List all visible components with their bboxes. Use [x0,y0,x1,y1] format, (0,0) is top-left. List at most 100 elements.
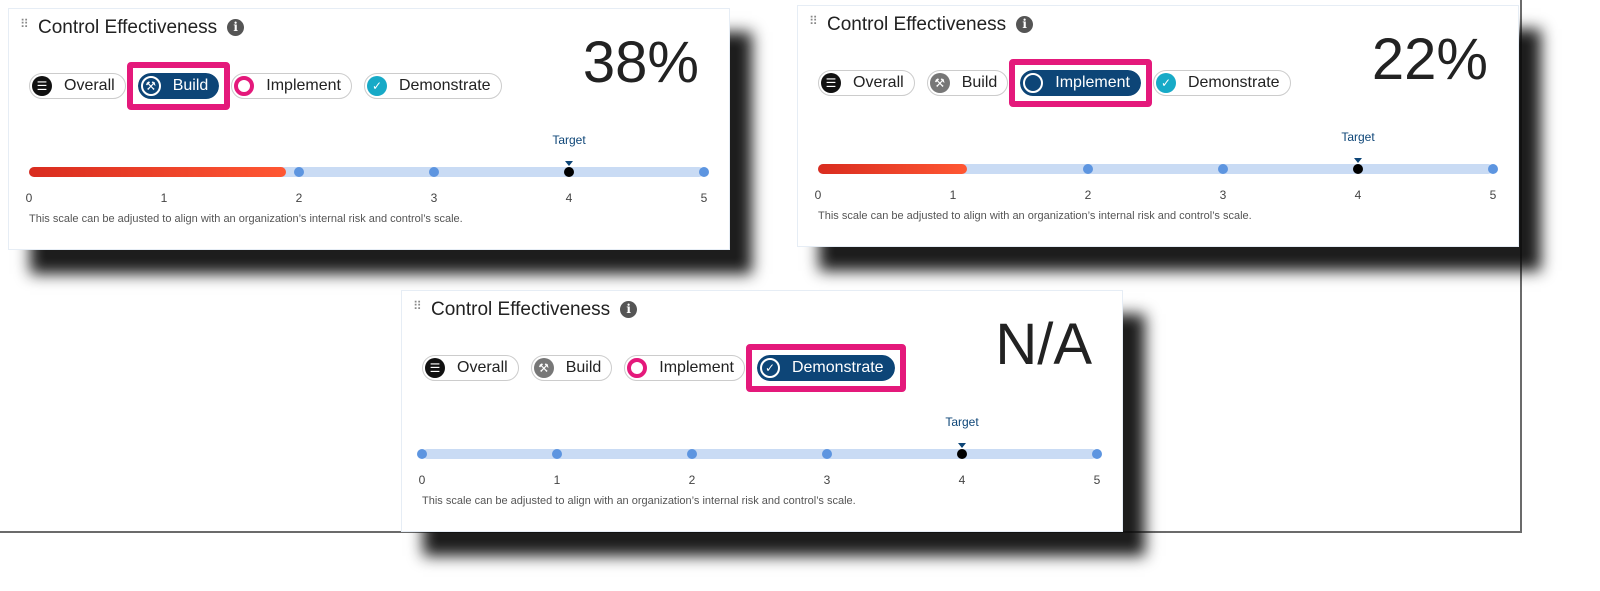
phase-chips: ☰ Overall ⚒ Build Implement ✓ Demonstrat… [422,344,906,392]
chip-overall[interactable]: ☰ Overall [422,355,519,381]
scale-track [417,443,1102,459]
card-title: Control Effectiveness i [431,299,638,321]
chip-label: Overall [457,359,508,376]
check-circle-icon: ✓ [366,76,387,96]
phase-chips: ☰ Overall ⚒ Build Implement ✓ Demonstrat… [29,62,502,110]
drag-handle-icon[interactable]: ⠿ [809,14,818,28]
card-title: Control Effectiveness i [38,17,245,39]
target-arrow-icon [958,443,966,448]
tick-label: 1 [553,473,561,487]
check-circle-icon: ✓ [759,358,780,378]
gear-icon [234,76,255,96]
tick-label: 3 [430,191,438,205]
chip-label: Implement [659,359,734,376]
chip-build[interactable]: ⚒ Build [926,70,1009,96]
control-effectiveness-card: ⠿ Control Effectiveness i 22% ☰ Overall ⚒… [797,5,1519,247]
drag-handle-icon[interactable]: ⠿ [20,17,29,31]
effectiveness-value: 22% [1371,27,1488,92]
chip-demonstrate[interactable]: ✓ Demonstrate [363,73,502,99]
chip-label: Overall [853,74,904,91]
chip-label: Implement [1055,74,1130,91]
scale-dot [294,167,304,177]
wrench-icon: ⚒ [929,73,950,93]
target-arrow-icon [565,161,573,166]
chip-demonstrate[interactable]: ✓ Demonstrate [1152,70,1291,96]
effectiveness-value: 38% [582,30,699,95]
chip-build[interactable]: ⚒ Build [530,355,613,381]
drag-handle-icon[interactable]: ⠿ [413,299,422,313]
scale-dot [429,167,439,177]
scale-note: This scale can be adjusted to align with… [29,213,463,225]
scale-dot [417,449,427,459]
tick-label: 2 [688,473,696,487]
target-marker [957,449,967,459]
overall-icon: ☰ [821,73,841,93]
chip-label: Build [565,359,602,376]
tick-label: 5 [1093,473,1101,487]
scale-dot [699,167,709,177]
phase-chips: ☰ Overall ⚒ Build Implement ✓ Demonstrat… [818,59,1291,107]
chip-label: Implement [266,77,341,94]
control-effectiveness-card: ⠿ Control Effectiveness i N/A ☰ Overall ⚒… [401,290,1123,532]
tick-label: 4 [565,191,573,205]
chip-label: Overall [64,77,115,94]
tick-label: 2 [295,191,303,205]
info-icon[interactable]: i [227,19,245,36]
scale-track [29,161,709,177]
tick-label: 0 [814,188,822,202]
wrench-icon: ⚒ [140,76,161,96]
target-arrow-icon [1354,158,1362,163]
scale-dot [1083,164,1093,174]
scale-dot [552,449,562,459]
scale-track [818,158,1498,174]
info-icon[interactable]: i [620,301,638,318]
chip-label: Demonstrate [1187,74,1280,91]
effectiveness-value: N/A [995,312,1092,377]
chip-implement[interactable]: Implement [231,73,352,99]
tick-label: 1 [160,191,168,205]
check-circle-icon: ✓ [1155,73,1176,93]
target-label: Target [945,415,979,429]
tick-label: 3 [1219,188,1227,202]
target-label: Target [552,133,586,147]
tick-label: 0 [418,473,426,487]
chip-overall[interactable]: ☰ Overall [818,70,915,96]
tick-label: 3 [823,473,831,487]
target-marker [1353,164,1363,174]
chip-build[interactable]: ⚒ Build [126,62,230,110]
target-label: Target [1341,130,1375,144]
tick-label: 1 [949,188,957,202]
tick-label: 4 [958,473,966,487]
tick-label: 5 [1489,188,1497,202]
scale-dot [687,449,697,459]
chip-implement[interactable]: Implement [624,355,745,381]
progress-fill [818,164,967,174]
scale-note: This scale can be adjusted to align with… [422,495,856,507]
card-title: Control Effectiveness i [827,14,1034,36]
scale-dot [1218,164,1228,174]
chip-label: Build [172,77,209,94]
scale-dot [822,449,832,459]
chip-implement[interactable]: Implement [1009,59,1152,107]
scale-dot [1488,164,1498,174]
tick-label: 5 [700,191,708,205]
control-effectiveness-card: ⠿ Control Effectiveness i 38% ☰ Overall ⚒… [8,8,730,250]
chip-demonstrate[interactable]: ✓ Demonstrate [746,344,906,392]
chip-overall[interactable]: ☰ Overall [29,73,126,99]
tick-label: 2 [1084,188,1092,202]
tick-label: 0 [25,191,33,205]
wrench-icon: ⚒ [533,358,554,378]
info-icon[interactable]: i [1016,16,1034,33]
screenshot-frame [0,0,1522,533]
progress-fill [29,167,286,177]
chip-label: Build [961,74,998,91]
chip-label: Demonstrate [791,359,884,376]
gear-icon [1023,73,1044,93]
target-marker [564,167,574,177]
scale-note: This scale can be adjusted to align with… [818,210,1252,222]
scale-dot [1092,449,1102,459]
chip-label: Demonstrate [398,77,491,94]
gear-icon [627,358,648,378]
overall-icon: ☰ [425,358,445,378]
tick-label: 4 [1354,188,1362,202]
